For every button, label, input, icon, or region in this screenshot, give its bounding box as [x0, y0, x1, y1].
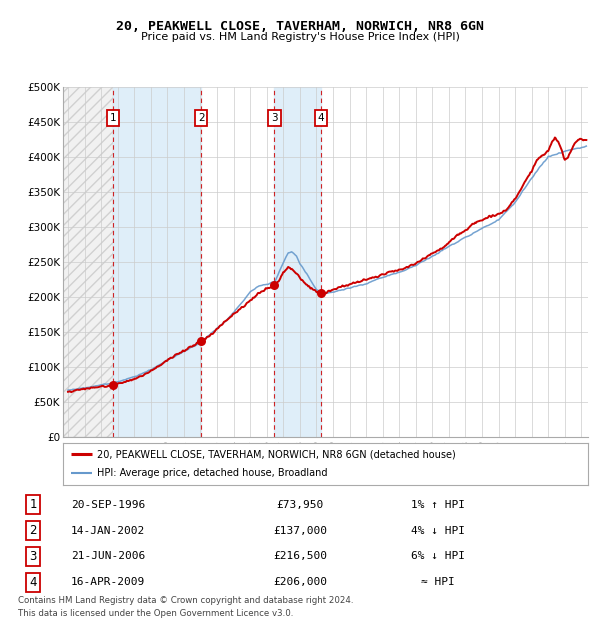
Bar [63, 87, 113, 437]
Text: £206,000: £206,000 [273, 577, 327, 587]
Text: £137,000: £137,000 [273, 526, 327, 536]
Text: £216,500: £216,500 [273, 551, 327, 561]
Text: 4% ↓ HPI: 4% ↓ HPI [411, 526, 465, 536]
Text: HPI: Average price, detached house, Broadland: HPI: Average price, detached house, Broa… [97, 469, 328, 479]
Text: Price paid vs. HM Land Registry's House Price Index (HPI): Price paid vs. HM Land Registry's House … [140, 32, 460, 42]
Text: 4: 4 [29, 576, 37, 588]
Bar [274, 87, 321, 437]
Text: 6% ↓ HPI: 6% ↓ HPI [411, 551, 465, 561]
Text: ≈ HPI: ≈ HPI [421, 577, 455, 587]
Text: 20, PEAKWELL CLOSE, TAVERHAM, NORWICH, NR8 6GN (detached house): 20, PEAKWELL CLOSE, TAVERHAM, NORWICH, N… [97, 449, 456, 459]
Text: 16-APR-2009: 16-APR-2009 [71, 577, 145, 587]
Text: 14-JAN-2002: 14-JAN-2002 [71, 526, 145, 536]
Text: 20-SEP-1996: 20-SEP-1996 [71, 500, 145, 510]
Text: 2: 2 [198, 113, 205, 123]
Text: 4: 4 [318, 113, 325, 123]
Text: 1% ↑ HPI: 1% ↑ HPI [411, 500, 465, 510]
Text: £73,950: £73,950 [277, 500, 323, 510]
Text: 20, PEAKWELL CLOSE, TAVERHAM, NORWICH, NR8 6GN: 20, PEAKWELL CLOSE, TAVERHAM, NORWICH, N… [116, 20, 484, 33]
Text: 1: 1 [110, 113, 116, 123]
Text: 2: 2 [29, 525, 37, 537]
Text: 3: 3 [29, 550, 37, 562]
Text: 3: 3 [271, 113, 278, 123]
Text: 1: 1 [29, 498, 37, 511]
Text: 21-JUN-2006: 21-JUN-2006 [71, 551, 145, 561]
Bar [113, 87, 201, 437]
Text: Contains HM Land Registry data © Crown copyright and database right 2024.: Contains HM Land Registry data © Crown c… [18, 596, 353, 606]
Text: This data is licensed under the Open Government Licence v3.0.: This data is licensed under the Open Gov… [18, 609, 293, 618]
